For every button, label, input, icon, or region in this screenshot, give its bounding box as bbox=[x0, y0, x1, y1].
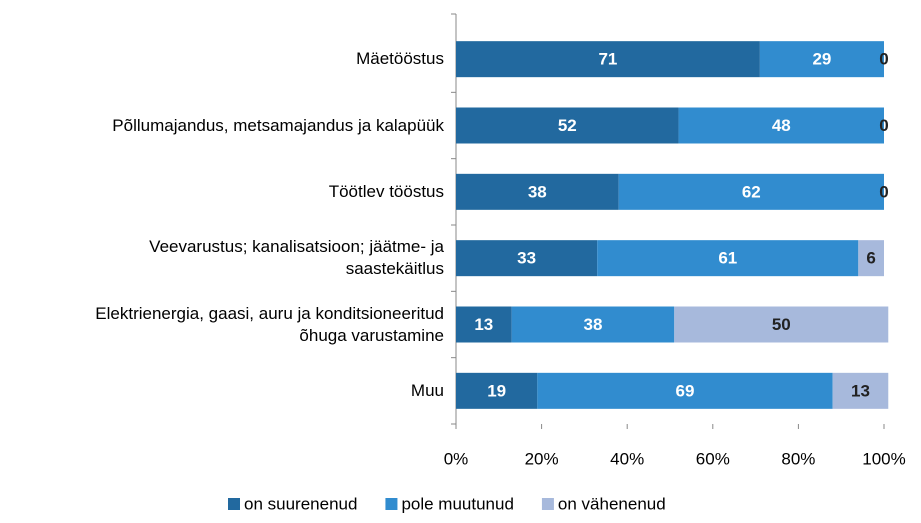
value-label: 52 bbox=[558, 116, 577, 135]
legend-swatch bbox=[385, 498, 398, 510]
x-tick-label: 40% bbox=[610, 449, 644, 468]
value-label: 0 bbox=[879, 50, 888, 69]
value-label: 50 bbox=[772, 315, 791, 334]
category-label: Põllumajandus, metsamajandus ja kalapüük bbox=[112, 115, 444, 135]
bar-segment bbox=[456, 173, 619, 210]
category-label: Muu bbox=[410, 380, 444, 400]
x-tick-label: 20% bbox=[525, 449, 559, 468]
bar-segment bbox=[511, 306, 675, 343]
value-label: 48 bbox=[772, 116, 791, 135]
bar-segment bbox=[456, 41, 760, 78]
bar-segment bbox=[456, 306, 512, 343]
x-tick-label: 0% bbox=[444, 449, 469, 468]
legend-label: on vähenenud bbox=[558, 494, 666, 513]
value-label: 13 bbox=[474, 315, 493, 334]
value-label: 62 bbox=[742, 182, 761, 201]
bar-segment bbox=[618, 173, 884, 210]
category-label: Töötlev tööstus bbox=[328, 181, 444, 201]
value-label: 0 bbox=[879, 116, 888, 135]
x-tick-label: 60% bbox=[696, 449, 730, 468]
value-label: 33 bbox=[517, 249, 536, 268]
value-label: 71 bbox=[598, 50, 617, 69]
value-label: 19 bbox=[487, 381, 506, 400]
category-label: Elektrienergia, gaasi, auru ja konditsio… bbox=[95, 303, 444, 345]
bar-segment bbox=[678, 107, 884, 144]
legend-swatch bbox=[541, 498, 554, 510]
legend-label: on suurenenud bbox=[244, 494, 357, 513]
value-label: 61 bbox=[718, 249, 737, 268]
value-label: 6 bbox=[866, 249, 875, 268]
bar-segment bbox=[858, 240, 884, 277]
bar-segment bbox=[537, 372, 833, 409]
bar-segment bbox=[456, 107, 679, 144]
bar-segment bbox=[456, 240, 598, 277]
value-label: 38 bbox=[583, 315, 602, 334]
bar-segment bbox=[674, 306, 889, 343]
value-label: 38 bbox=[528, 182, 547, 201]
bar-segment bbox=[597, 240, 859, 277]
legend-swatch bbox=[228, 498, 240, 510]
bar-segment bbox=[832, 372, 889, 409]
value-label: 69 bbox=[676, 381, 695, 400]
category-label: Mäetööstus bbox=[356, 49, 444, 69]
x-tick-label: 100% bbox=[862, 449, 905, 468]
category-label: Veevarustus; kanalisatsioon; jäätme- ja … bbox=[149, 237, 444, 279]
value-label: 13 bbox=[851, 381, 870, 400]
x-tick-label: 80% bbox=[781, 449, 815, 468]
value-label: 29 bbox=[812, 50, 831, 69]
value-label: 0 bbox=[879, 182, 888, 201]
bar-segment bbox=[456, 372, 538, 409]
bar-segment bbox=[759, 41, 884, 78]
legend-label: pole muutunud bbox=[401, 494, 513, 513]
